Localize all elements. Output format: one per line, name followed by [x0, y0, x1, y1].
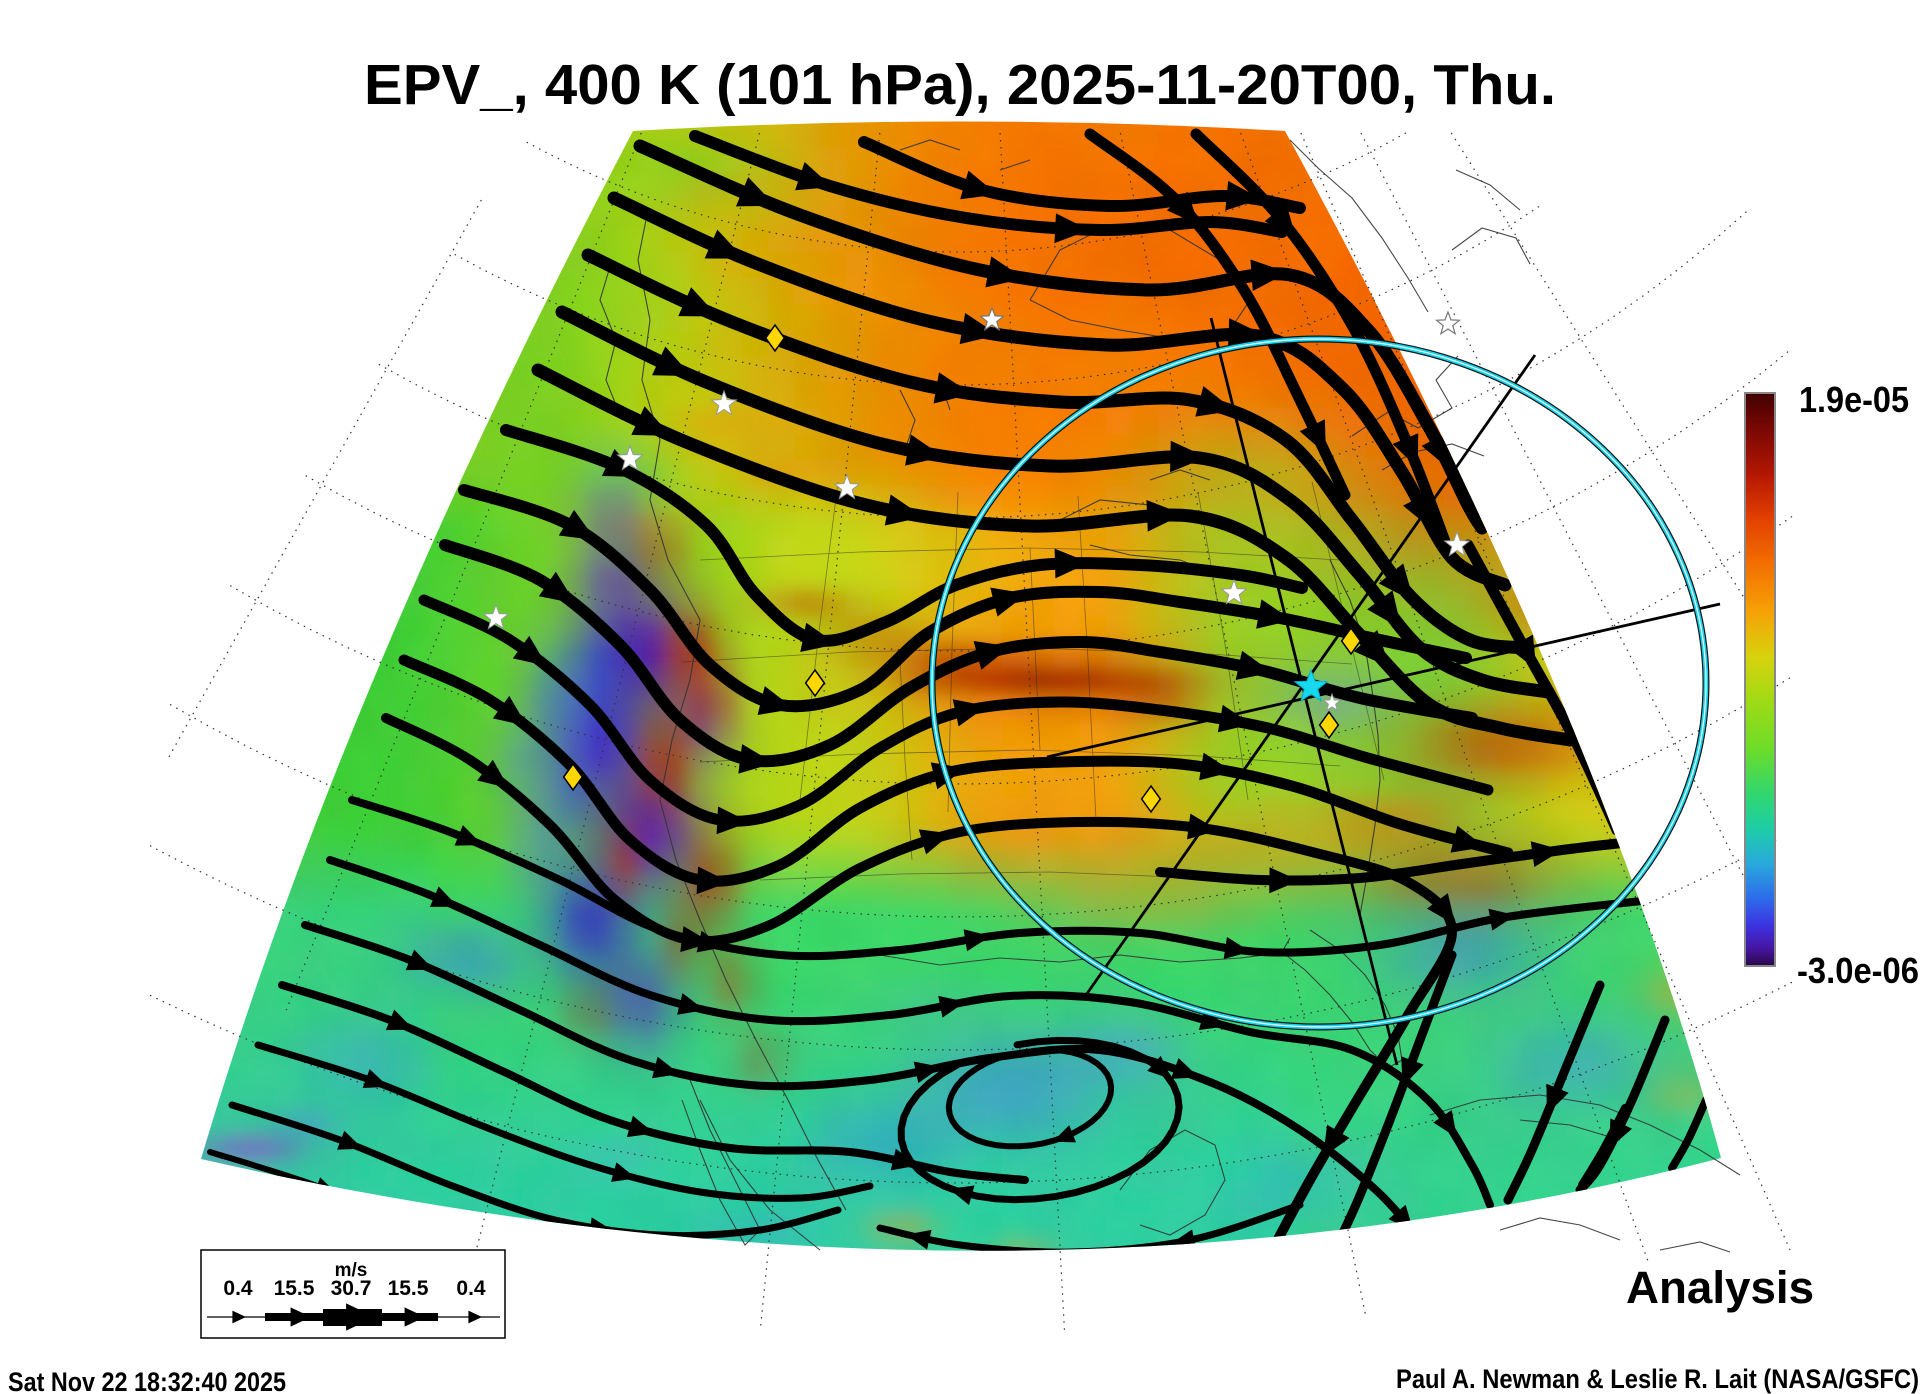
svg-text:1.9e-05: 1.9e-05 — [1799, 379, 1909, 420]
svg-text:Paul A. Newman & Leslie R. Lai: Paul A. Newman & Leslie R. Lait (NASA/GS… — [1396, 1364, 1919, 1394]
svg-text:-3.0e-06: -3.0e-06 — [1797, 950, 1919, 991]
svg-text:0.4: 0.4 — [223, 1277, 253, 1300]
svg-text:0.4: 0.4 — [456, 1277, 486, 1300]
svg-text:Analysis: Analysis — [1626, 1262, 1814, 1313]
svg-text:Sat Nov 22 18:32:40 2025: Sat Nov 22 18:32:40 2025 — [8, 1367, 286, 1394]
svg-text:15.5: 15.5 — [274, 1277, 315, 1300]
svg-text:15.5: 15.5 — [388, 1277, 429, 1300]
svg-text:m/s: m/s — [335, 1260, 368, 1281]
svg-text:EPV_, 400 K (101 hPa), 2025-11: EPV_, 400 K (101 hPa), 2025-11-20T00, Th… — [364, 53, 1556, 117]
svg-text:30.7: 30.7 — [331, 1277, 372, 1300]
